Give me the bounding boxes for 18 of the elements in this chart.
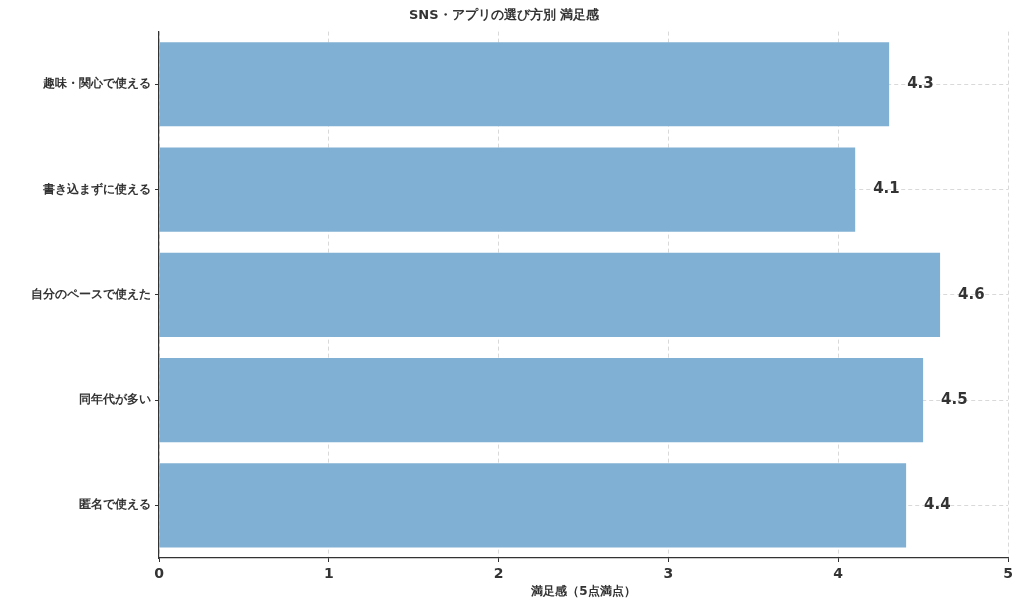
x-axis-title: 満足感（5点満点） (530, 583, 636, 598)
data-label: 4.1 (873, 179, 900, 198)
data-label: 4.4 (924, 495, 951, 514)
y-tick-label: 趣味・関心で使える (42, 76, 151, 91)
data-label: 4.3 (907, 74, 934, 93)
y-tick-label: 同年代が多い (79, 392, 151, 407)
y-tick-label: 自分のペースで使えた (31, 286, 151, 301)
x-tick-label: 3 (663, 565, 674, 582)
chart-title: SNS・アプリの選び方別 満足感 (408, 7, 601, 23)
y-tick-label: 匿名で使える (79, 497, 151, 512)
x-tick-label: 2 (493, 565, 504, 582)
data-label: 4.5 (941, 389, 968, 408)
x-tick-label: 1 (323, 565, 334, 582)
x-tick-label: 5 (1003, 565, 1013, 582)
x-tick-label: 0 (154, 565, 165, 582)
y-tick-label: 書き込まずに使える (42, 181, 151, 196)
x-tick-label: 4 (833, 565, 844, 582)
data-label: 4.6 (958, 284, 985, 303)
